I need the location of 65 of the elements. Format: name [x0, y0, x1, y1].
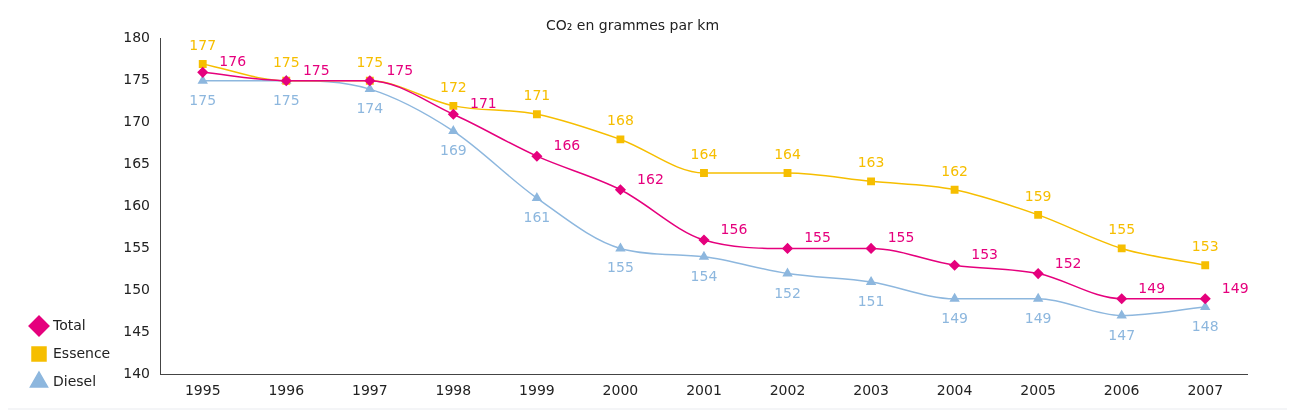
y-tick-label: 160 — [123, 197, 150, 214]
x-tick-label: 2005 — [1020, 382, 1056, 399]
chart-title: CO₂ en grammes par km — [545, 17, 720, 34]
y-tick-label: 180 — [123, 29, 150, 46]
data-label: 154 — [690, 267, 718, 284]
data-label: 149 — [941, 309, 968, 326]
data-label: 175 — [189, 91, 217, 108]
data-label: 161 — [523, 209, 551, 226]
data-label: 149 — [1024, 309, 1052, 326]
x-tick-label: 1997 — [351, 382, 388, 399]
data-label: 153 — [971, 246, 998, 263]
x-tick-label: 1999 — [519, 382, 555, 399]
legend-label: Essence — [53, 344, 111, 361]
data-label: 175 — [386, 61, 414, 78]
data-label: 172 — [439, 78, 467, 95]
data-label: 177 — [189, 36, 217, 53]
data-label: 159 — [1024, 187, 1052, 204]
x-tick-label: 1998 — [435, 382, 472, 399]
data-label: 168 — [607, 112, 634, 129]
y-tick-label: 145 — [123, 322, 150, 339]
data-label: 149 — [1221, 279, 1249, 296]
data-label: 175 — [272, 53, 300, 70]
data-label: 152 — [1054, 254, 1082, 271]
y-tick-label: 155 — [123, 239, 150, 256]
x-tick-label: 2000 — [602, 382, 639, 399]
x-tick-label: 2002 — [769, 382, 806, 399]
x-tick-label: 1995 — [184, 382, 221, 399]
data-label: 156 — [720, 221, 748, 238]
data-label: 155 — [804, 229, 831, 246]
data-label: 155 — [1108, 221, 1136, 238]
y-tick-label: 175 — [123, 71, 150, 88]
data-label: 153 — [1191, 238, 1219, 255]
x-tick-label: 2001 — [686, 382, 722, 399]
x-tick-label: 2006 — [1103, 382, 1140, 399]
data-label: 151 — [857, 292, 885, 309]
data-label: 148 — [1191, 318, 1219, 335]
data-label: 174 — [356, 100, 384, 117]
legend-label: Diesel — [53, 372, 97, 389]
y-tick-label: 140 — [123, 364, 150, 381]
data-label: 155 — [607, 259, 634, 276]
data-label: 149 — [1138, 279, 1166, 296]
data-label: 169 — [439, 142, 467, 159]
x-tick-label: 2003 — [853, 382, 889, 399]
data-label: 152 — [774, 284, 801, 301]
data-label: 175 — [356, 53, 384, 70]
data-label: 176 — [219, 53, 247, 70]
x-tick-label: 1996 — [268, 382, 305, 399]
data-label: 162 — [941, 162, 968, 179]
x-tick-label: 2004 — [936, 382, 973, 399]
data-label: 171 — [523, 87, 551, 104]
data-label: 175 — [272, 91, 300, 108]
data-label: 147 — [1108, 326, 1136, 343]
data-label: 164 — [690, 145, 718, 162]
data-label: 164 — [774, 145, 801, 162]
y-tick-label: 165 — [123, 155, 150, 172]
legend-label: Total — [52, 316, 86, 333]
y-tick-label: 170 — [123, 113, 150, 130]
data-label: 163 — [857, 154, 885, 171]
data-label: 175 — [302, 61, 330, 78]
data-label: 171 — [469, 95, 497, 112]
x-tick-label: 2007 — [1187, 382, 1224, 399]
data-label: 166 — [553, 137, 581, 154]
data-label: 162 — [637, 170, 664, 187]
y-tick-label: 150 — [123, 280, 150, 297]
data-label: 155 — [887, 229, 915, 246]
